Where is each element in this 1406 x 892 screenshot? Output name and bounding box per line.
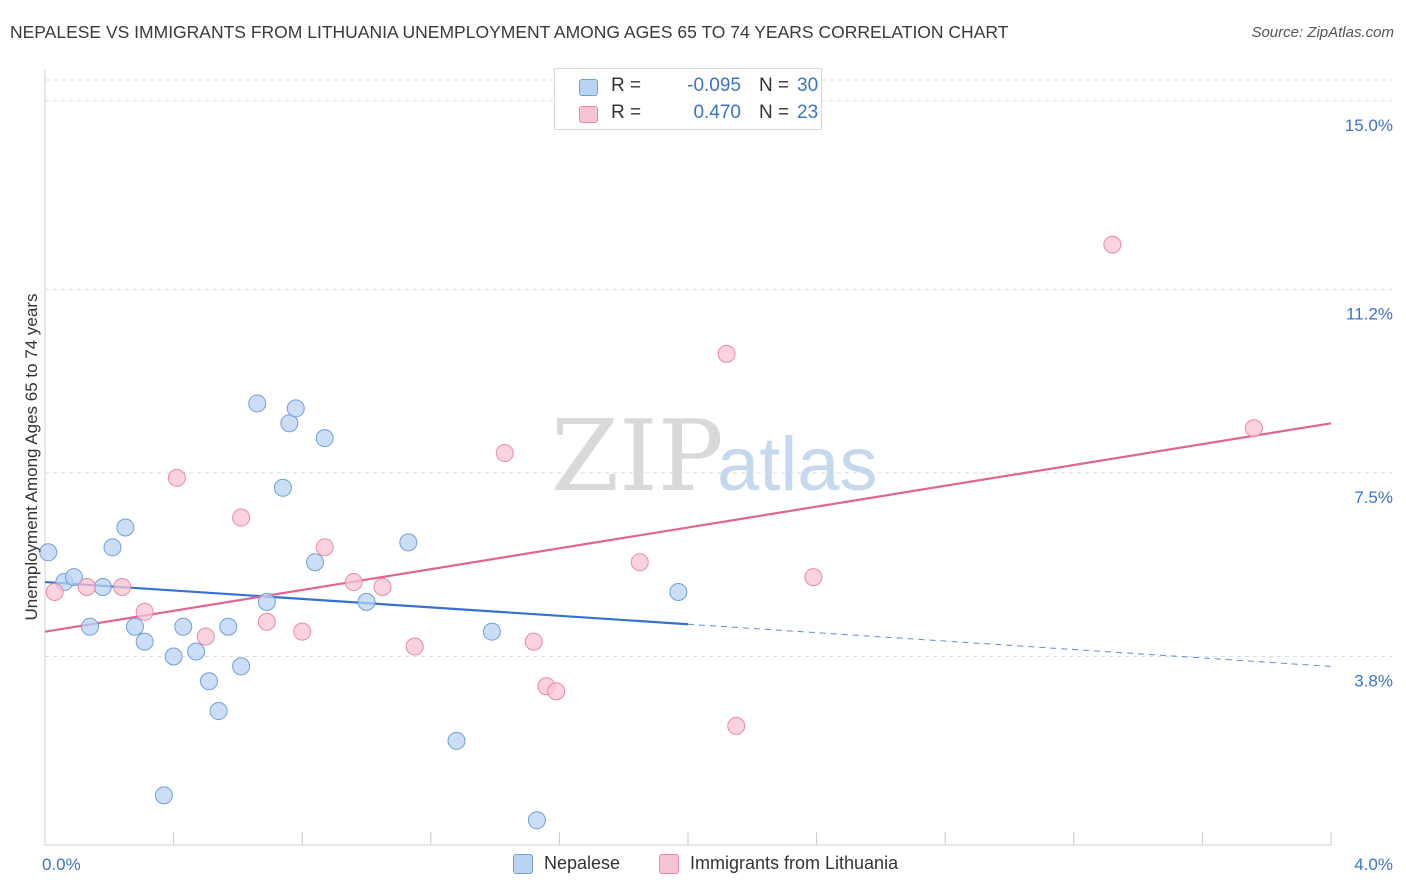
legend-label: Immigrants from Lithuania — [690, 853, 899, 873]
lithuania-point — [804, 568, 823, 587]
data-points — [39, 235, 1263, 830]
y-tick-label: 15.0% — [1345, 116, 1393, 135]
nepalese-point — [164, 647, 183, 666]
lithuania-point — [547, 682, 566, 701]
legend-label: Nepalese — [544, 853, 621, 873]
lithuania-point — [135, 602, 154, 621]
nepalese-point — [280, 414, 299, 433]
stats-n-value: 23 — [797, 102, 819, 123]
lithuania-point — [405, 637, 424, 656]
nepalese-point — [219, 617, 238, 636]
lithuania-point — [1244, 419, 1263, 438]
lithuania-point — [315, 538, 334, 557]
nepalese-point — [248, 394, 267, 413]
source-credit: Source: ZipAtlas.com — [1251, 24, 1394, 41]
nepalese-point — [315, 429, 334, 448]
lithuania-point — [232, 508, 251, 527]
x-tick-label: 0.0% — [42, 855, 81, 874]
legend-swatch-blue — [513, 854, 533, 874]
lithuania-point — [257, 612, 276, 631]
nepalese-point — [199, 672, 218, 691]
stats-n-label: N = — [759, 102, 790, 123]
stats-n-value: 30 — [797, 75, 819, 96]
stats-swatch-blue — [579, 79, 598, 96]
nepalese-point — [527, 811, 546, 830]
watermark: ZIP atlas — [551, 400, 878, 514]
y-tick-label: 3.8% — [1354, 671, 1393, 690]
nepalese-point — [209, 702, 228, 721]
watermark-zip: ZIP — [551, 400, 724, 514]
nepalese-point — [135, 632, 154, 651]
nepalese-point — [174, 617, 193, 636]
nepalese-point — [103, 538, 122, 557]
nepalese-point — [93, 578, 112, 597]
nepalese-point — [81, 617, 100, 636]
lithuania-point — [45, 582, 64, 601]
nepalese-point — [357, 592, 376, 611]
nepalese-point — [669, 582, 688, 601]
nepalese-point — [39, 543, 58, 562]
nepalese-point — [64, 568, 83, 587]
lithuania-point — [717, 344, 736, 363]
y-axis-label: Unemployment Among Ages 65 to 74 years — [22, 294, 41, 621]
nepalese-point — [447, 731, 466, 750]
nepalese-point — [273, 478, 292, 497]
y-tick-label: 11.2% — [1346, 304, 1393, 323]
grid-lines — [45, 79, 1392, 657]
nepalese-point — [116, 518, 135, 537]
tick-labels: 3.8% 7.5% 11.2% 15.0% 0.0% 4.0% — [42, 116, 1393, 874]
lithuania-point — [196, 627, 215, 646]
stats-r-label: R = — [611, 102, 642, 123]
y-tick-label: 7.5% — [1354, 488, 1393, 507]
chart-title: NEPALESE VS IMMIGRANTS FROM LITHUANIA UN… — [10, 22, 1009, 42]
lithuania-point — [630, 553, 649, 572]
lithuania-point — [495, 444, 514, 463]
watermark-atlas: atlas — [717, 422, 878, 507]
lithuania-point — [77, 578, 96, 597]
lithuania-point — [727, 716, 746, 735]
nepalese-point — [482, 622, 501, 641]
lithuania-point — [344, 573, 363, 592]
lithuania-point — [524, 632, 543, 651]
lithuania-point — [373, 578, 392, 597]
nepalese-point — [232, 657, 251, 676]
stats-r-value: 0.470 — [693, 102, 741, 123]
nepalese-point — [257, 592, 276, 611]
nepalese-point — [399, 533, 418, 552]
stats-box: R = -0.095 N = 30 R = 0.470 N = 23 — [554, 68, 822, 130]
lithuania-point — [293, 622, 312, 641]
lithuania-point — [113, 578, 132, 597]
nepalese-point — [306, 553, 325, 572]
stats-n-label: N = — [759, 75, 790, 96]
stats-r-value: -0.095 — [687, 75, 741, 96]
nepalese-point — [187, 642, 206, 661]
nepalese-point — [154, 786, 173, 805]
nepalese-point — [286, 399, 305, 418]
nepalese-point — [126, 617, 145, 636]
stats-r-label: R = — [611, 75, 642, 96]
nepalese-trend-extension — [687, 623, 1332, 667]
lithuania-point — [167, 468, 186, 487]
lithuania-point — [1103, 235, 1122, 254]
x-tick-marks — [173, 832, 1332, 845]
x-tick-label: 4.0% — [1354, 855, 1393, 874]
stats-swatch-pink — [579, 106, 598, 123]
legend-swatch-pink — [659, 854, 679, 874]
